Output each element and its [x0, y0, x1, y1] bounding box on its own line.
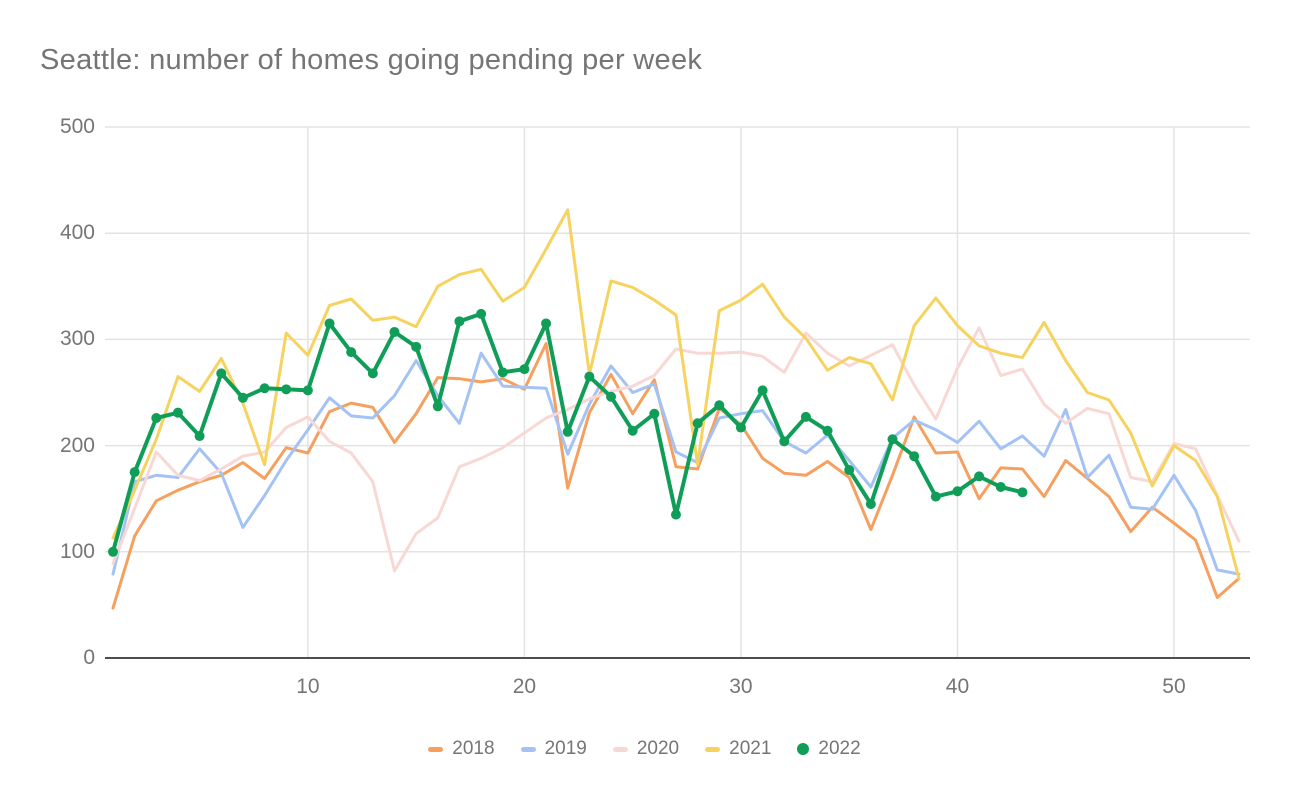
legend-swatch-2021 [705, 746, 721, 752]
series-point-2022-w3 [151, 412, 162, 423]
legend-item-2022: 2022 [797, 738, 861, 760]
y-tick-label-200: 200 [59, 433, 95, 457]
legend-label-2021: 2021 [729, 738, 772, 759]
series-point-2022-w8 [259, 383, 270, 394]
x-tick-label-40: 40 [945, 675, 970, 698]
series-point-2022-w37 [887, 434, 898, 445]
series-point-2022-w32 [779, 436, 790, 447]
series-point-2022-w25 [627, 425, 638, 436]
legend-label-2018: 2018 [452, 738, 495, 759]
series-point-2022-w26 [649, 408, 660, 419]
series-point-2022-w33 [800, 411, 811, 422]
legend-label-2020: 2020 [636, 738, 680, 759]
legend-item-2020: 2020 [612, 738, 680, 760]
series-point-2022-w36 [865, 499, 876, 510]
legend-swatch-2018 [428, 746, 444, 752]
legend-item-2019: 2019 [520, 738, 587, 760]
y-tick-label-100: 100 [59, 539, 95, 563]
series-point-2022-w12 [346, 347, 357, 358]
series-point-2022-w38 [909, 451, 920, 462]
y-tick-label-400: 400 [59, 221, 95, 245]
series-point-2022-w20 [519, 364, 530, 375]
series-point-2022-w30 [735, 422, 746, 433]
x-tick-label-20: 20 [512, 675, 537, 698]
series-point-2022-w10 [302, 385, 313, 396]
legend-label-2019: 2019 [544, 738, 587, 759]
series-point-2022-w28 [692, 418, 703, 429]
series-point-2022-w6 [216, 368, 227, 379]
series-point-2022-w5 [194, 431, 205, 442]
series-point-2022-w31 [757, 385, 768, 396]
series-point-2022-w42 [995, 482, 1006, 493]
series-point-2022-w13 [367, 368, 378, 379]
series-point-2022-w21 [541, 318, 552, 329]
series-point-2022-w1 [108, 546, 118, 557]
series-line-2021 [111, 208, 1241, 580]
x-tick-label-10: 10 [296, 675, 320, 698]
series-point-2022-w19 [497, 367, 508, 378]
series-point-2022-w41 [974, 471, 985, 482]
series-point-2022-w14 [389, 326, 400, 337]
series-line-2019 [111, 351, 1241, 576]
legend-label-2022: 2022 [818, 738, 861, 759]
series-point-2022-w16 [432, 401, 443, 412]
series-point-2022-w4 [172, 407, 183, 418]
series-point-2022-w39 [930, 491, 941, 502]
y-tick-label-500: 500 [59, 115, 95, 138]
series-point-2022-w15 [411, 341, 422, 352]
series-point-2022-w17 [454, 316, 465, 327]
x-tick-label-50: 50 [1162, 675, 1186, 698]
legend-swatch-2019 [520, 746, 536, 752]
chart-legend: 2018 2019 2020 2021 2022 [0, 738, 1289, 760]
series-point-2022-w23 [584, 371, 595, 382]
legend-item-2021: 2021 [705, 738, 771, 760]
series-point-2022-w11 [324, 318, 335, 329]
series-point-2022-w34 [822, 425, 833, 436]
series-point-2022-w29 [714, 400, 725, 411]
series-line-2020 [111, 326, 1241, 573]
y-tick-label-0: 0 [83, 646, 95, 669]
series-line-2018 [111, 342, 1241, 610]
series-point-2022-w22 [562, 426, 573, 437]
series-point-2022-w35 [844, 465, 855, 476]
legend-swatch-2022 [797, 743, 810, 755]
series-point-2022-w27 [670, 509, 681, 520]
series-point-2022-w18 [476, 308, 487, 319]
series-point-2022-w43 [1017, 487, 1028, 498]
series-point-2022-w7 [237, 392, 248, 403]
legend-swatch-2020 [612, 746, 628, 752]
y-tick-label-300: 300 [59, 327, 95, 351]
legend-item-2018: 2018 [428, 738, 495, 760]
x-tick-label-30: 30 [729, 675, 753, 698]
series-point-2022-w9 [281, 384, 292, 395]
series-point-2022-w2 [129, 467, 140, 478]
series-point-2022-w40 [952, 486, 963, 497]
chart-title: Seattle: number of homes going pending p… [40, 44, 703, 76]
series-point-2022-w24 [606, 391, 617, 402]
